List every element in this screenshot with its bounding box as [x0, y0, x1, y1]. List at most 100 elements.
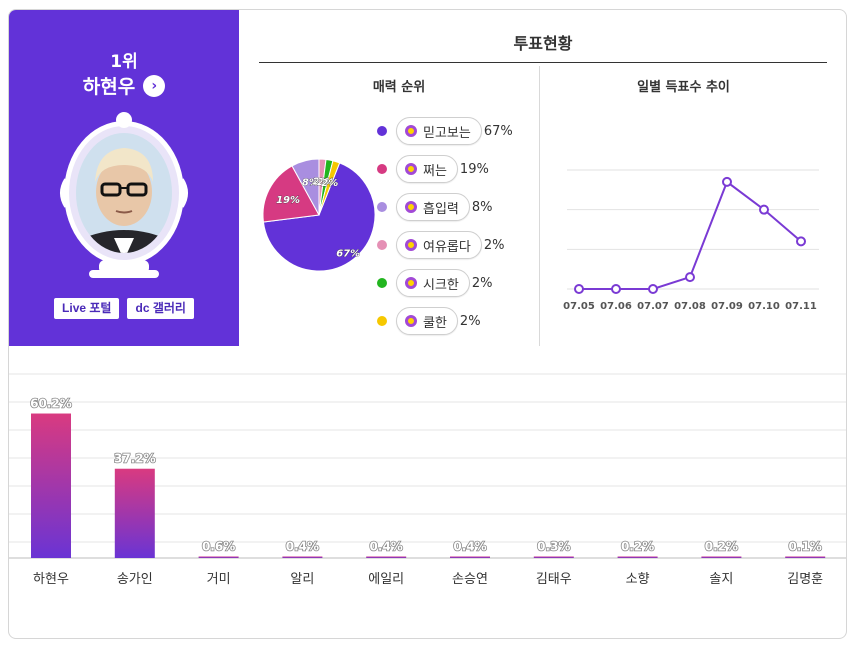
line-point[interactable] — [796, 236, 806, 247]
legend-label: 시크한 — [423, 277, 459, 293]
bar-value-label: 0.2% — [705, 540, 738, 554]
pie-slice[interactable] — [262, 165, 320, 223]
bar-category-label: 에일리 — [368, 572, 405, 587]
winner-portrait-frame — [60, 112, 188, 278]
line-point[interactable] — [685, 272, 695, 283]
status-title: 투표현황 — [513, 34, 573, 53]
bar-value-label: 0.1% — [789, 540, 822, 554]
charm-legend: 믿고보는 67% 쩌는 19% 흡입력 8% 여유롭다 2% 시크한 2% 쿨한… — [377, 116, 513, 344]
bar-category-label: 알리 — [290, 572, 315, 587]
bar-value-label: 0.4% — [370, 540, 403, 554]
bar-value-label: 0.6% — [202, 540, 235, 554]
bar[interactable] — [533, 556, 574, 559]
legend-percent: 67% — [483, 123, 513, 139]
legend-item[interactable]: 쩌는 19% — [377, 154, 513, 184]
ranking-bar-chart: 60.2% 37.2% 0.6% 0.4% 0.4% 0.4% 0.3% 0.2% 0.2% 0.… — [9, 373, 846, 559]
legend-item[interactable]: 흡입력 8% — [377, 192, 513, 222]
pie-slice-label: 19% — [276, 195, 300, 206]
legend-item[interactable]: 믿고보는 67% — [377, 116, 513, 146]
bar-category-label: 솔지 — [709, 572, 734, 587]
vote-status-panel: 1위 하현우 › — [8, 9, 847, 639]
legend-percent: 2% — [471, 275, 493, 291]
line-x-tick: 07.09 — [711, 301, 743, 310]
bar-value-label: 0.4% — [286, 540, 319, 554]
pie-slice[interactable] — [262, 162, 376, 272]
legend-pill[interactable]: 흡입력 — [396, 193, 470, 221]
line-x-tick: 07.11 — [785, 301, 817, 310]
legend-label: 쿨한 — [423, 315, 447, 331]
legend-dot — [377, 164, 387, 174]
pie-slice-label: 2% — [321, 178, 338, 189]
legend-item[interactable]: 시크한 2% — [377, 268, 513, 298]
legend-percent: 8% — [471, 199, 493, 215]
legend-pill[interactable]: 쩌는 — [396, 155, 458, 183]
flower-icon — [405, 239, 417, 251]
legend-percent: 19% — [459, 161, 489, 177]
line-point[interactable] — [648, 284, 658, 294]
winner-links: Live 포털 dc 갤러리 — [9, 298, 239, 319]
legend-label: 여유롭다 — [423, 239, 471, 255]
legend-pill[interactable]: 시크한 — [396, 269, 470, 297]
bar-category-label: 소향 — [625, 572, 650, 587]
winner-name-row: 하현우 › — [9, 72, 239, 99]
legend-label: 흡입력 — [423, 201, 459, 217]
bar-value-label: 37.2% — [114, 452, 156, 466]
bar-category-label: 김태우 — [535, 572, 572, 587]
pie-slice-label: 2% — [313, 176, 330, 187]
pie-slice-label: 8% — [302, 177, 319, 188]
legend-item[interactable]: 쿨한 2% — [377, 306, 513, 336]
bar[interactable] — [785, 556, 826, 559]
bar[interactable] — [282, 556, 323, 559]
daily-title: 일별 득표수 추이 — [637, 80, 730, 95]
winner-name[interactable]: 하현우 — [82, 76, 136, 98]
pie-slice-label: 67% — [336, 249, 360, 260]
bar[interactable] — [198, 556, 239, 559]
daily-line-chart: 07.05 07.06 07.07 07.08 07.09 07.10 07.11 — [563, 169, 819, 310]
legend-dot — [377, 316, 387, 326]
legend-dot — [377, 202, 387, 212]
bar-value-label: 0.3% — [537, 540, 570, 554]
chevron-right-icon[interactable]: › — [143, 74, 166, 97]
flower-icon — [405, 277, 417, 289]
line-x-tick: 07.10 — [748, 301, 780, 310]
pie-slice-label: 2% — [317, 177, 334, 188]
line-point[interactable] — [759, 204, 769, 215]
line-x-tick: 07.05 — [563, 301, 595, 310]
bar-category-label: 거미 — [206, 572, 231, 587]
bar[interactable] — [114, 468, 155, 558]
bar-value-label: 0.4% — [453, 540, 486, 554]
legend-pill[interactable]: 믿고보는 — [396, 117, 482, 145]
status-divider — [259, 62, 827, 63]
legend-item[interactable]: 여유롭다 2% — [377, 230, 513, 260]
section-divider — [539, 66, 540, 346]
flower-icon — [405, 163, 417, 175]
flower-icon — [405, 125, 417, 137]
charm-pie-chart: 67% 19%8%2%2%2% — [262, 158, 376, 272]
pie-slice[interactable] — [318, 160, 341, 216]
winner-card: 1위 하현우 › — [9, 10, 239, 346]
legend-dot — [377, 126, 387, 136]
legend-percent: 2% — [483, 237, 505, 253]
legend-dot — [377, 278, 387, 288]
legend-pill[interactable]: 쿨한 — [396, 307, 458, 335]
live-portal-link[interactable]: Live 포털 — [54, 298, 120, 319]
bar-category-label: 송가인 — [116, 572, 153, 587]
winner-rank: 1위 — [110, 52, 138, 72]
bar-value-label: 60.2% — [30, 397, 72, 411]
flower-icon — [405, 201, 417, 213]
bar[interactable] — [701, 556, 742, 559]
dc-gallery-link[interactable]: dc 갤러리 — [127, 298, 194, 319]
legend-pill[interactable]: 여유롭다 — [396, 231, 482, 259]
bar[interactable] — [450, 556, 490, 559]
bar[interactable] — [31, 413, 71, 558]
bar[interactable] — [617, 556, 658, 559]
line-point[interactable] — [611, 284, 621, 294]
bar-category-label: 하현우 — [33, 572, 69, 587]
line-point[interactable] — [722, 176, 732, 187]
bar[interactable] — [366, 556, 407, 559]
line-x-tick: 07.08 — [674, 301, 706, 310]
charm-title: 매력 순위 — [372, 80, 426, 95]
bar-category-label: 김명훈 — [787, 572, 824, 587]
line-x-tick: 07.06 — [600, 301, 632, 310]
line-point[interactable] — [574, 284, 584, 294]
